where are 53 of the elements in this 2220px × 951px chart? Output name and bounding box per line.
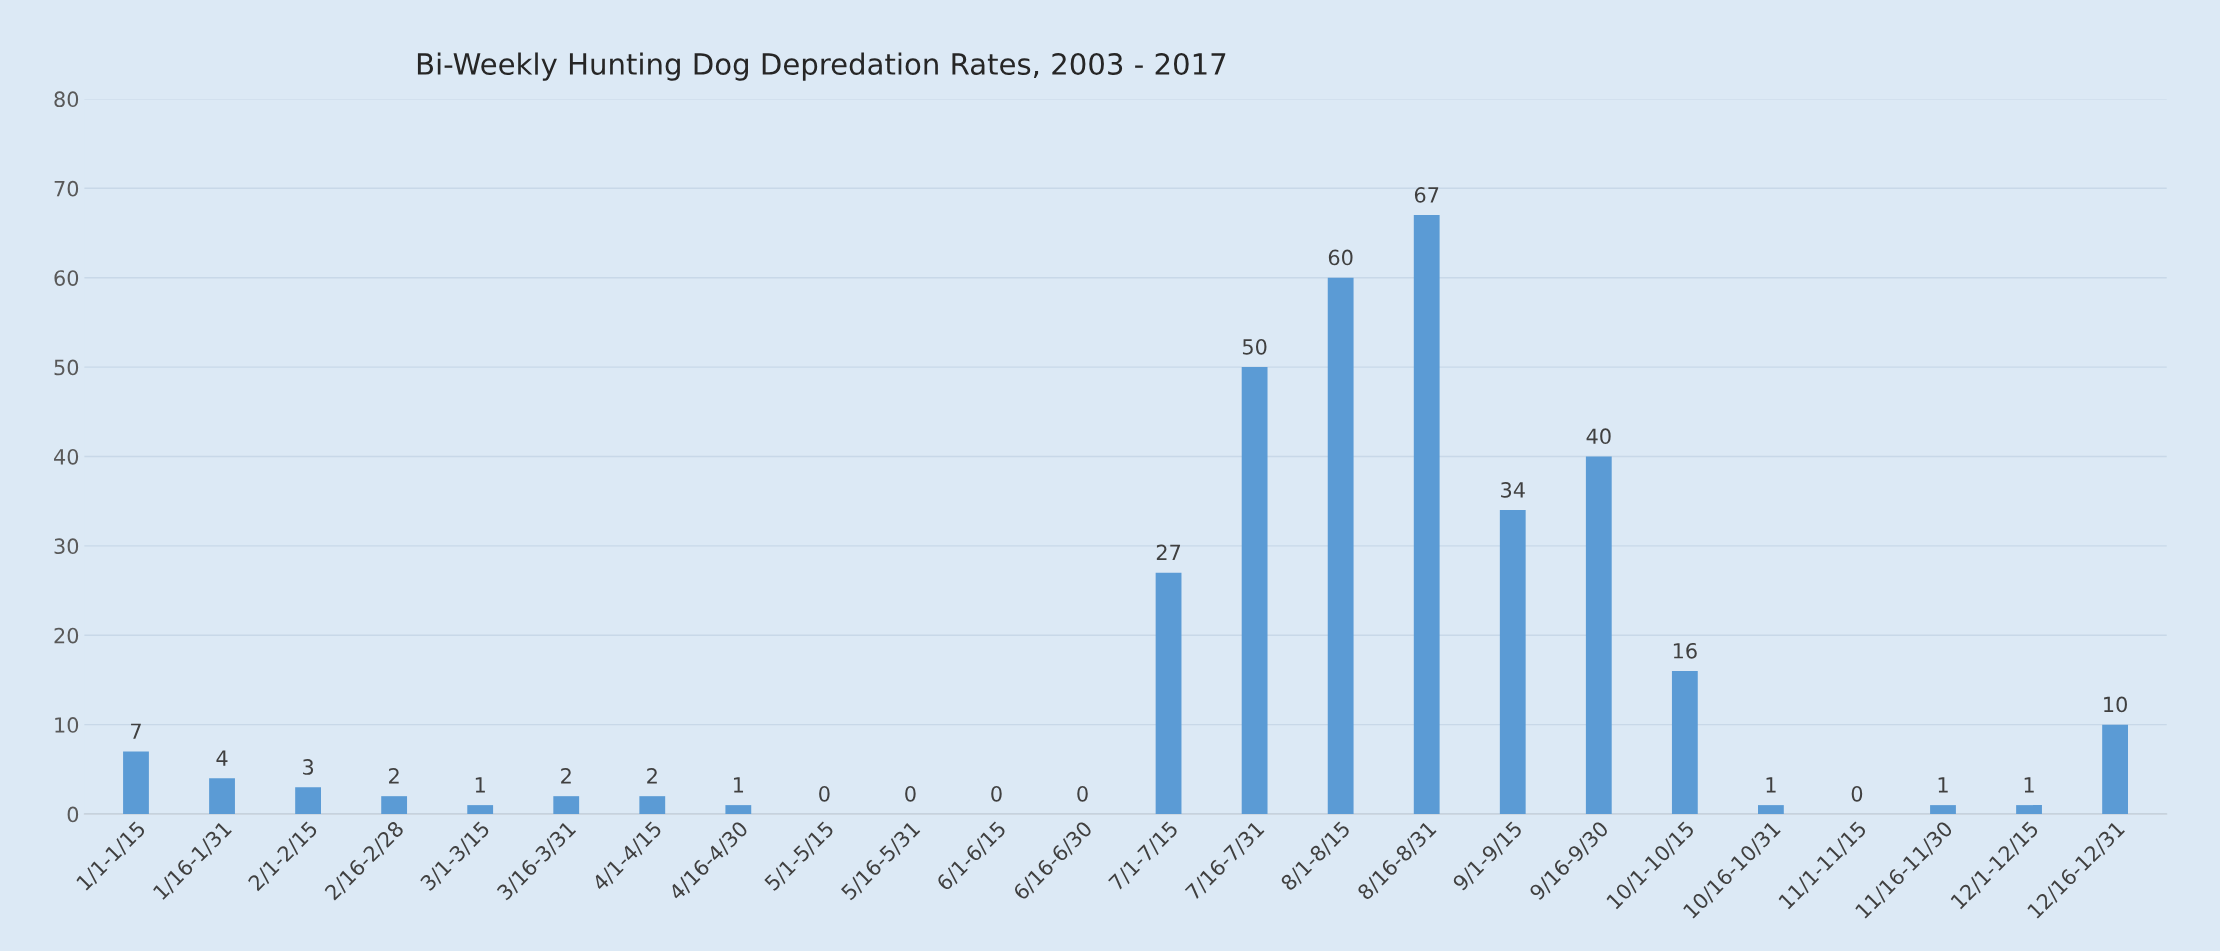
bar	[295, 787, 321, 815]
bar	[1327, 277, 1354, 815]
data-label: 27	[1156, 544, 1181, 561]
y-tick-label: 50	[54, 359, 79, 376]
data-label: 10	[2104, 696, 2127, 713]
bar	[1155, 572, 1182, 815]
data-label: 1	[733, 777, 744, 793]
y-tick-label: 80	[54, 91, 79, 108]
data-label: 0	[991, 785, 1002, 802]
y-tick-label: 10	[55, 717, 79, 733]
data-label: 1	[1766, 777, 1776, 793]
data-label: 2	[389, 768, 399, 784]
bar	[381, 796, 408, 815]
bar	[1671, 671, 1698, 815]
data-label: 1	[475, 777, 485, 793]
bar	[639, 796, 666, 815]
bar	[1757, 805, 1784, 815]
data-label: 4	[216, 750, 228, 766]
data-label: 7	[131, 723, 141, 739]
data-label: 0	[1851, 785, 1863, 802]
data-label: 2	[561, 768, 571, 784]
bar	[1499, 510, 1526, 815]
data-label: 2	[647, 768, 657, 784]
data-label: 67	[1414, 186, 1439, 203]
data-label: 60	[1328, 249, 1353, 266]
y-tick-label: 20	[54, 627, 79, 644]
bar	[1413, 215, 1440, 815]
data-label: 0	[1077, 785, 1088, 802]
bar	[553, 796, 580, 815]
data-label: 1	[1938, 777, 1948, 793]
data-label: 1	[2024, 777, 2034, 793]
bar	[725, 805, 752, 815]
data-label: 0	[819, 785, 830, 802]
y-tick-label: 40	[54, 448, 79, 465]
bar	[123, 751, 149, 815]
bar	[2102, 724, 2128, 815]
bar	[2016, 805, 2042, 815]
data-label: 16	[1673, 642, 1697, 659]
data-label: 34	[1501, 481, 1525, 498]
data-label: 50	[1242, 338, 1267, 355]
bar	[467, 805, 494, 815]
data-label: 40	[1586, 428, 1611, 445]
y-tick-label: 30	[54, 538, 79, 555]
y-tick-label: 70	[54, 180, 79, 197]
bar	[209, 778, 235, 815]
bar	[1930, 805, 1956, 815]
data-label: 0	[905, 785, 916, 802]
y-tick-label: 0	[67, 806, 79, 823]
bar	[1585, 456, 1612, 815]
chart-title: Bi-Weekly Hunting Dog Depredation Rates, 2003 - 2017	[417, 52, 1226, 81]
y-tick-label: 60	[54, 270, 79, 286]
bar	[1241, 367, 1268, 815]
data-label: 3	[303, 759, 314, 775]
